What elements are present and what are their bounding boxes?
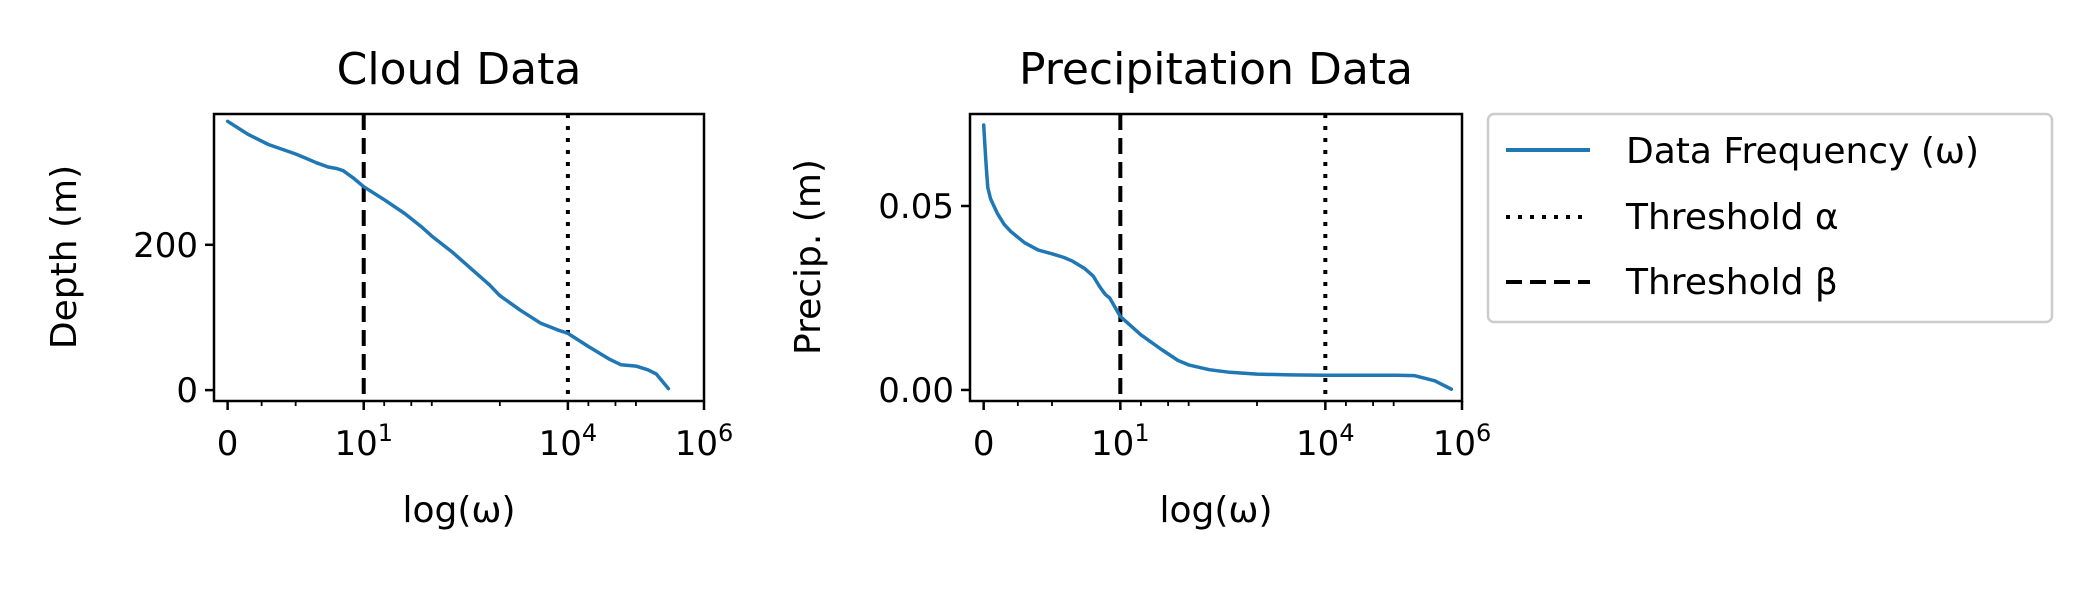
y-axis-label: Depth (m) [44,165,85,349]
x-tick-label: 101 [334,419,393,464]
x-tick-label: 0 [217,424,239,464]
chart-precipitation: Precipitation Data Precip. (m) log(ω) 0 1… [788,44,1491,531]
legend-label: Data Frequency (ω) [1626,131,1979,172]
axes-frame [212,112,706,403]
y-tick-label: 0.05 [878,187,954,227]
x-tick-label: 104 [539,419,598,464]
chart-title: Precipitation Data [1019,44,1413,95]
x-tick-label: 104 [1296,419,1355,464]
legend-entry-threshold-beta: Threshold β [1506,262,1838,303]
y-tick-label: 0 [176,371,198,411]
legend-box [1486,112,2054,324]
legend-entry-threshold-alpha: Threshold α [1506,197,1839,238]
plot-area [981,114,1454,401]
y-axis-label: Precip. (m) [788,159,829,355]
x-axis-label: log(ω) [402,490,515,531]
plot-area [225,114,671,401]
legend-entry-data-frequency: Data Frequency (ω) [1506,131,1979,172]
x-tick-label: 101 [1091,419,1150,464]
y-tick-label: 0.00 [878,371,954,411]
y-tick-label: 200 [133,226,198,266]
plot-clip [225,114,671,401]
axis-ticks: 0 101 104 106 0 200 [133,226,733,464]
legend-label: Threshold β [1625,262,1838,303]
x-tick-label: 0 [973,424,995,464]
axes-frame [968,112,1464,403]
series-line-data-frequency [981,123,1454,391]
x-tick-label: 106 [1433,419,1492,464]
legend-label: Threshold α [1625,197,1839,238]
plot-clip [981,114,1454,401]
x-tick-label: 106 [675,419,734,464]
series-line-data-frequency [225,119,671,391]
chart-cloud: Cloud Data Depth (m) log(ω) 0 101 104 106 0 2… [44,44,733,531]
x-axis-label: log(ω) [1159,490,1272,531]
axis-ticks: 0 101 104 106 0.00 0.05 [878,187,1491,464]
legend: Data Frequency (ω) Threshold α Threshold… [1486,112,2054,324]
chart-title: Cloud Data [337,44,582,95]
